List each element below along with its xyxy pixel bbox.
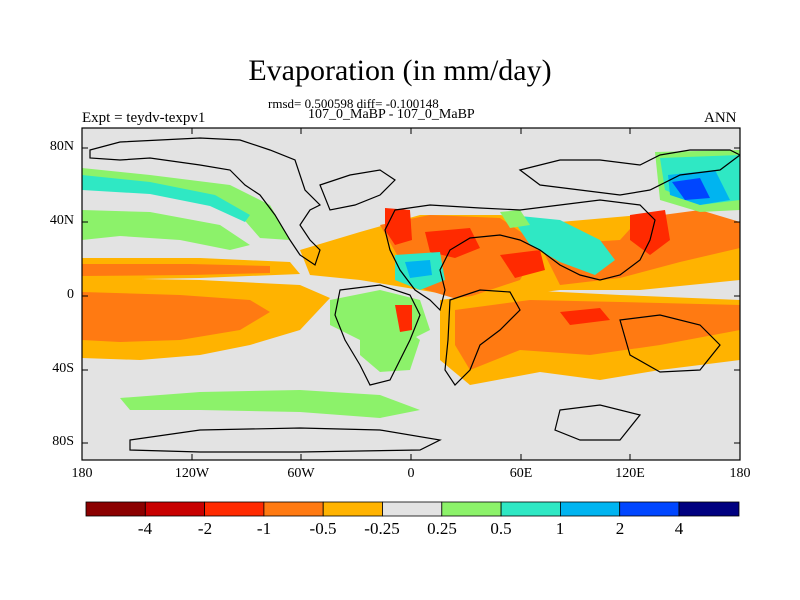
lon-tick-label: 180 [729,466,751,481]
central-cyan [510,215,615,275]
lat-tick-label: 40N [49,213,74,228]
colorbar-box-4 [263,501,324,517]
colorbar-label: -0.25 [364,519,400,538]
axis-ticks [81,128,741,460]
plot-title: Evaporation (in mm/day) [248,54,552,87]
colorbar-label: -2 [197,519,213,538]
colorbar-box-9 [560,501,621,517]
lon-tick-label: 60W [287,466,315,481]
period-label: 107_0_MaBP - 107_0_MaBP [308,107,475,122]
central-green [500,210,530,228]
nwpacific-blue [672,178,710,200]
lon-tick-label: 120W [174,466,210,481]
pacific-south-core [82,292,270,342]
pacific-north-core [82,264,270,276]
colorbar-box-2 [144,501,206,517]
lat-tick-label: 40S [52,361,74,376]
colorbar-box-7 [441,501,502,517]
lon-tick-label: 0 [407,466,415,481]
map-field [82,128,740,460]
lon-tick-label: 120E [615,466,645,481]
season-label: ANN [704,110,737,126]
lon-tick-label: 180 [71,466,93,481]
stats-label: rmsd= 0.500598 diff= -0.100148 [268,96,439,111]
lat-tick-label: 0 [67,287,74,302]
lat-tick-label: 80N [49,139,74,154]
colorbar-box-8 [500,501,561,517]
colorbar-box-5 [322,501,383,517]
npacific-green-inner [82,210,250,250]
atlantic-green [330,290,430,345]
npacific-cyan-band [82,175,250,222]
coastlines [89,137,740,453]
colorbar-box-10 [619,501,680,517]
colorbar-box-11 [678,501,740,517]
colorbar-box-1 [85,501,146,517]
colorbar-label: 0.5 [490,519,512,538]
colorbar-label: -4 [137,519,153,538]
eastasia-red [630,210,670,255]
indian-ocean-red [560,308,610,325]
colorbar-label: 1 [555,519,565,538]
satlantic-red [395,305,412,332]
colorbar-label: 2 [615,519,625,538]
colorbar [85,501,740,517]
tethys-red-2 [425,228,480,258]
lon-tick-label: 60E [509,466,533,481]
atlantic-blue [405,260,432,278]
tethys-red-3 [500,250,545,278]
colorbar-label: -1 [256,519,272,538]
colorbar-box-3 [204,501,265,517]
colorbar-label: -0.5 [309,519,337,538]
southern-ocean-green [120,390,420,418]
colorbar-label: 0.25 [427,519,457,538]
colorbar-box-6 [382,501,443,517]
lat-tick-label: 80S [52,434,74,449]
colorbar-label: 4 [674,519,684,538]
experiment-label: Expt = teydv-texpv1 [82,110,206,126]
